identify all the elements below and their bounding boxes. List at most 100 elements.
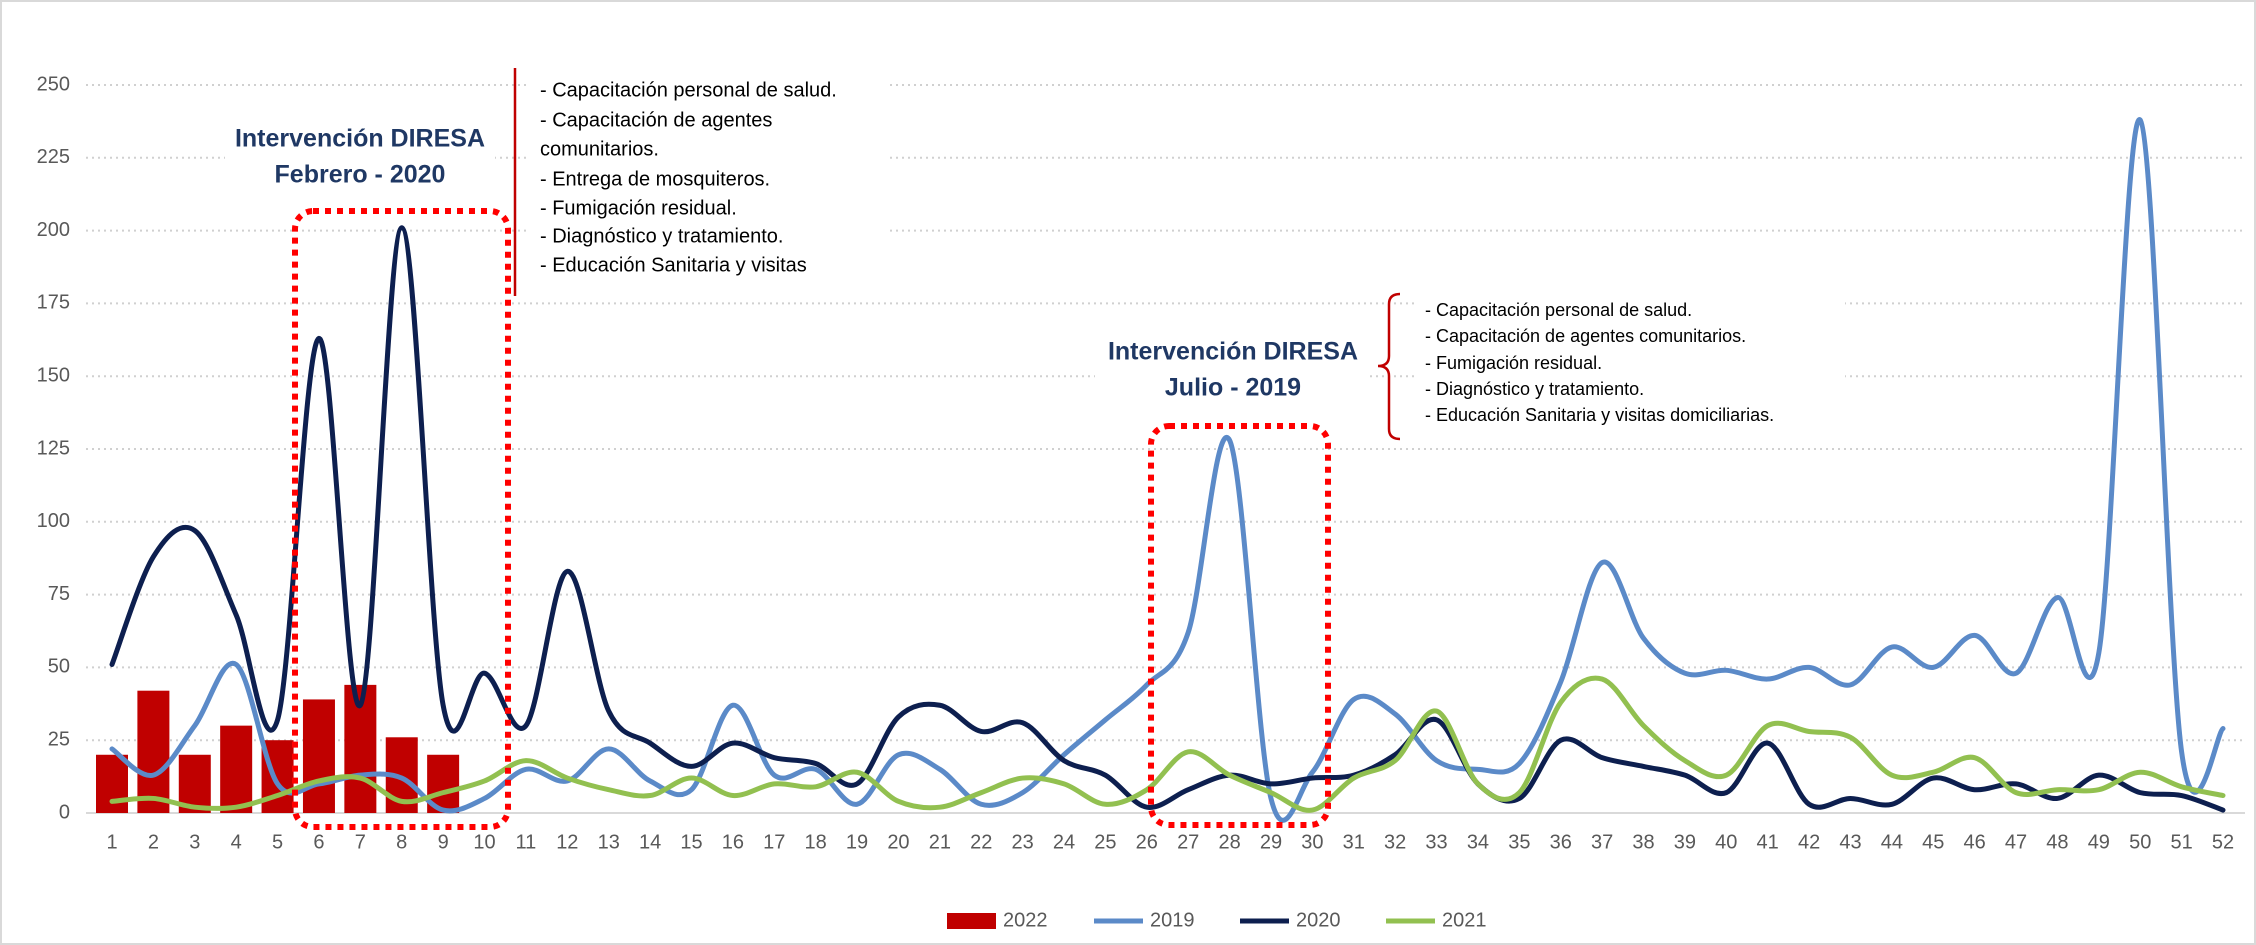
bar bbox=[220, 725, 253, 813]
x-tick-label: 7 bbox=[355, 831, 366, 853]
y-tick-label: 175 bbox=[37, 292, 70, 314]
annotation-title: Intervención DIRESA bbox=[235, 125, 485, 153]
annotation-line: - Capacitación personal de salud. bbox=[1425, 300, 1692, 320]
x-tick-label: 26 bbox=[1136, 831, 1158, 853]
x-tick-label: 3 bbox=[189, 831, 200, 853]
legend-label: 2022 bbox=[1003, 909, 1048, 931]
x-tick-label: 15 bbox=[680, 831, 702, 853]
y-tick-label: 125 bbox=[37, 437, 70, 459]
x-tick-label: 5 bbox=[272, 831, 283, 853]
x-tick-label: 30 bbox=[1301, 831, 1323, 853]
x-tick-label: 32 bbox=[1384, 831, 1406, 853]
annotation-line: - Capacitación de agentes comunitarios. bbox=[1425, 326, 1746, 346]
annotation-line: - Capacitación de agentes bbox=[540, 109, 772, 131]
annotation-title: Intervención DIRESA bbox=[1108, 338, 1358, 366]
x-tick-label: 28 bbox=[1218, 831, 1240, 853]
x-tick-label: 40 bbox=[1715, 831, 1737, 853]
legend-label: 2020 bbox=[1296, 909, 1341, 931]
y-tick-label: 50 bbox=[48, 656, 70, 678]
legend: 2022 2019 2020 2021 bbox=[947, 909, 1487, 931]
annotation-line: - Educación Sanitaria y visitas domicili… bbox=[1425, 405, 1774, 425]
x-tick-label: 14 bbox=[639, 831, 661, 853]
x-tick-label: 51 bbox=[2170, 831, 2192, 853]
legend-label: 2019 bbox=[1150, 909, 1195, 931]
x-tick-label: 6 bbox=[313, 831, 324, 853]
x-tick-label: 24 bbox=[1053, 831, 1075, 853]
x-tick-label: 19 bbox=[846, 831, 868, 853]
annotation-line: - Fumigación residual. bbox=[540, 197, 737, 219]
y-tick-label: 25 bbox=[48, 728, 70, 750]
highlight-box bbox=[1148, 423, 1331, 828]
x-tick-label: 22 bbox=[970, 831, 992, 853]
x-tick-label: 47 bbox=[2005, 831, 2027, 853]
annotation-line: - Educación Sanitaria y visitas bbox=[540, 254, 807, 276]
x-tick-label: 9 bbox=[438, 831, 449, 853]
brace bbox=[1377, 292, 1401, 441]
x-tick-label: 42 bbox=[1798, 831, 1820, 853]
x-tick-label: 27 bbox=[1177, 831, 1199, 853]
x-tick-label: 38 bbox=[1632, 831, 1654, 853]
y-tick-label: 100 bbox=[37, 510, 70, 532]
x-tick-label: 10 bbox=[473, 831, 495, 853]
y-tick-label: 150 bbox=[37, 364, 70, 386]
x-tick-label: 11 bbox=[516, 831, 537, 853]
bar bbox=[96, 754, 128, 813]
x-tick-label: 18 bbox=[805, 831, 827, 853]
y-tick-label: 0 bbox=[59, 801, 70, 823]
x-tick-label: 1 bbox=[106, 831, 117, 853]
x-tick-label: 50 bbox=[2129, 831, 2151, 853]
x-tick-label: 34 bbox=[1467, 831, 1489, 853]
x-tick-label: 2 bbox=[148, 831, 159, 853]
x-tick-label: 13 bbox=[598, 831, 620, 853]
annotation-line: - Fumigación residual. bbox=[1425, 353, 1602, 373]
x-tick-label: 4 bbox=[231, 831, 242, 853]
x-tick-label: 48 bbox=[2046, 831, 2068, 853]
highlight-box bbox=[292, 208, 511, 830]
x-tick-label: 23 bbox=[1012, 831, 1034, 853]
x-tick-label: 17 bbox=[763, 831, 785, 853]
annotation-backdrop bbox=[225, 118, 495, 198]
x-tick-label: 8 bbox=[396, 831, 407, 853]
annotation-title: Febrero - 2020 bbox=[275, 161, 446, 189]
x-tick-label: 12 bbox=[556, 831, 578, 853]
annotation-backdrop bbox=[1095, 330, 1370, 410]
annotation-line: - Entrega de mosquiteros. bbox=[540, 168, 770, 190]
y-tick-label: 225 bbox=[37, 146, 70, 168]
annotation-line: - Diagnóstico y tratamiento. bbox=[1425, 379, 1644, 399]
x-tick-label: 36 bbox=[1550, 831, 1572, 853]
x-tick-label: 49 bbox=[2088, 831, 2110, 853]
annotation-title: Julio - 2019 bbox=[1165, 374, 1301, 402]
y-tick-label: 200 bbox=[37, 219, 70, 241]
x-tick-label: 25 bbox=[1094, 831, 1116, 853]
x-tick-label: 45 bbox=[1922, 831, 1944, 853]
x-tick-label: 39 bbox=[1674, 831, 1696, 853]
x-tick-label: 33 bbox=[1425, 831, 1447, 853]
annotation-backdrop bbox=[530, 70, 890, 285]
x-tick-label: 52 bbox=[2212, 831, 2234, 853]
marks bbox=[96, 117, 2226, 823]
annotation-line: comunitarios. bbox=[540, 138, 659, 160]
annotations: Intervención DIRESA Febrero - 2020 - Capac… bbox=[225, 68, 1845, 830]
x-tick-label: 21 bbox=[929, 831, 951, 853]
x-tick-label: 44 bbox=[1881, 831, 1903, 853]
annotation-backdrop bbox=[1415, 292, 1845, 428]
x-tick-label: 29 bbox=[1260, 831, 1282, 853]
legend-swatch bbox=[947, 913, 996, 929]
line bbox=[109, 675, 2226, 813]
y-tick-label: 75 bbox=[48, 583, 70, 605]
annotation-line: - Capacitación personal de salud. bbox=[540, 79, 837, 101]
x-tick-label: 16 bbox=[722, 831, 744, 853]
x-tick-label: 37 bbox=[1591, 831, 1613, 853]
bar bbox=[137, 690, 170, 813]
x-tick-label: 35 bbox=[1508, 831, 1530, 853]
line bbox=[109, 225, 2226, 813]
x-tick-label: 31 bbox=[1343, 831, 1365, 853]
x-tick-label: 43 bbox=[1839, 831, 1861, 853]
legend-label: 2021 bbox=[1442, 909, 1487, 931]
y-tick-label: 250 bbox=[37, 73, 70, 95]
bar bbox=[302, 699, 335, 813]
x-tick-label: 41 bbox=[1757, 831, 1779, 853]
x-tick-label: 20 bbox=[887, 831, 909, 853]
annotation-line: - Diagnóstico y tratamiento. bbox=[540, 225, 783, 247]
